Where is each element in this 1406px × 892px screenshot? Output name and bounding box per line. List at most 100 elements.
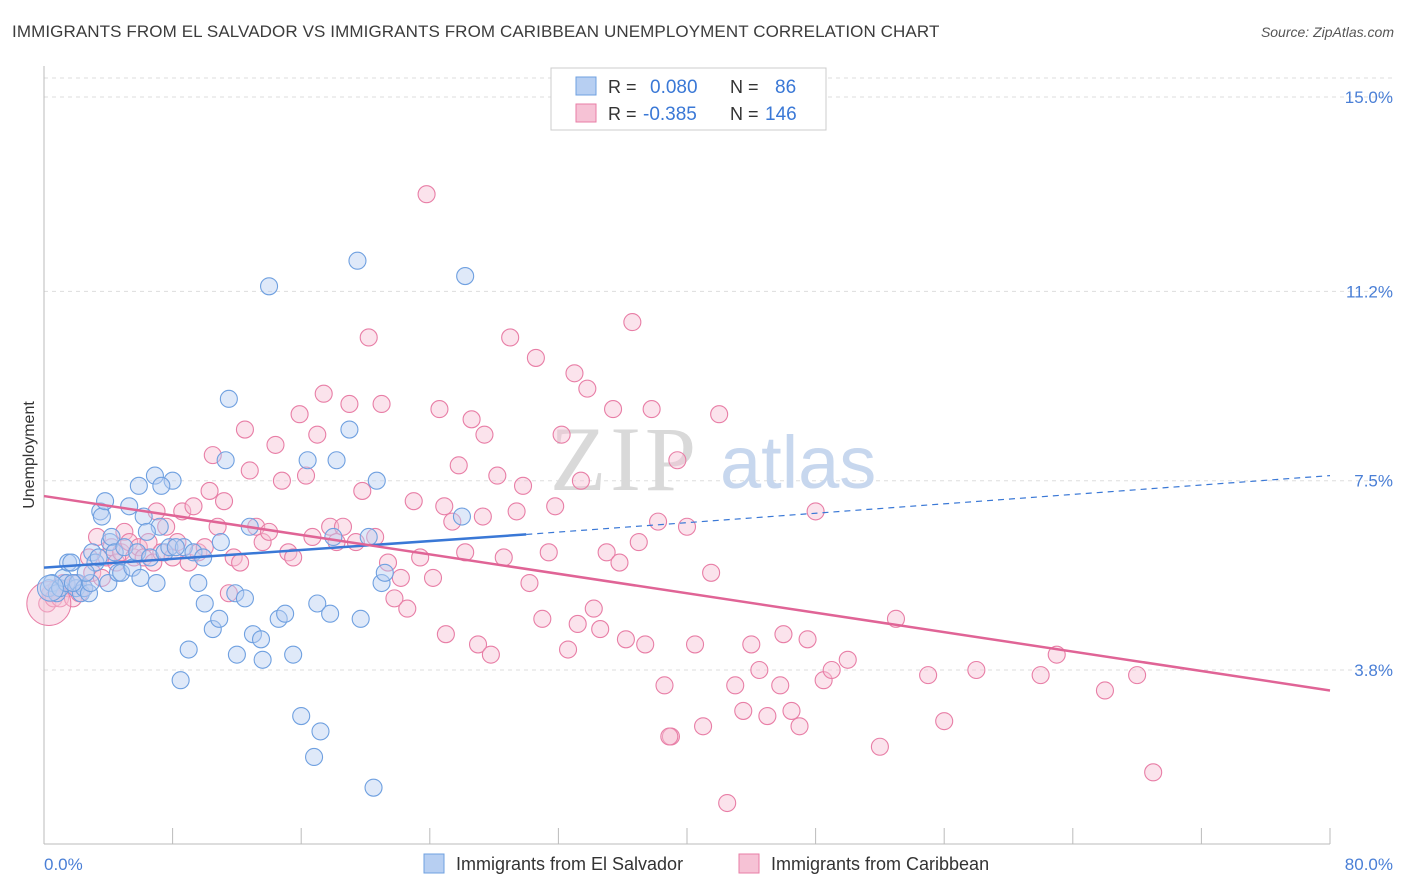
el-salvador-point: [147, 573, 166, 593]
caribbean-point: [642, 400, 661, 419]
el-salvador-point: [251, 630, 271, 649]
el-salvador-point: [120, 497, 139, 516]
caribbean-point: [636, 635, 655, 654]
legend: R = 0.080 N = 86 R = -0.385 N = 146: [550, 67, 827, 131]
caribbean-point: [308, 425, 327, 444]
caribbean-point: [272, 471, 291, 490]
caribbean-point: [568, 614, 587, 634]
trend-line-el-salvador: [43, 533, 527, 569]
el-salvador-point: [259, 277, 279, 296]
legend-n-value-1: 86: [775, 77, 796, 98]
el-salvador-point: [105, 543, 124, 562]
caribbean-point: [742, 635, 761, 654]
caribbean-point: [694, 717, 713, 736]
caribbean-point: [214, 492, 234, 511]
caribbean-point: [558, 640, 578, 659]
caribbean-point: [385, 589, 404, 608]
el-salvador-point: [227, 645, 246, 664]
caribbean-point: [623, 313, 642, 332]
el-salvador-point: [210, 609, 229, 628]
caribbean-point: [468, 635, 488, 654]
el-salvador-point: [327, 451, 346, 470]
caribbean-point: [782, 701, 801, 720]
legend-swatch-pink: [575, 103, 597, 123]
caribbean-point: [526, 348, 545, 367]
caribbean-point: [398, 599, 417, 618]
watermark: ZIP atlas: [550, 408, 876, 510]
caribbean-point: [919, 666, 938, 685]
y-axis-label: Unemployment: [21, 401, 38, 509]
caribbean-point: [552, 425, 571, 444]
caribbean-point: [578, 379, 597, 398]
caribbean-point: [677, 517, 697, 536]
caribbean-point: [266, 435, 285, 454]
el-salvador-point: [131, 568, 150, 587]
tick-labels: 3.8% 7.5% 11.2% 15.0% 0.0% 80.0%: [44, 88, 1393, 874]
el-salvador-point: [203, 620, 222, 639]
caribbean-point: [806, 502, 825, 521]
legend-n-label-2: N =: [730, 104, 759, 124]
caribbean-point: [734, 701, 753, 720]
bottom-legend-label-el-salvador: Immigrants from El Salvador: [456, 854, 683, 874]
caribbean-point: [507, 502, 526, 521]
caribbean-point: [870, 737, 889, 756]
caribbean-point: [235, 420, 254, 439]
chart-title: IMMIGRANTS FROM EL SALVADOR VS IMMIGRANT…: [12, 22, 940, 41]
el-salvador-point: [305, 747, 324, 767]
legend-n-label-1: N =: [730, 77, 759, 97]
caribbean-point: [359, 328, 378, 347]
el-salvador-point: [102, 527, 121, 547]
el-salvador-point: [308, 594, 327, 613]
trend-line-caribbean: [43, 494, 1331, 692]
caribbean-point: [702, 563, 721, 582]
grid-lines: [44, 77, 1392, 671]
caribbean-point: [473, 507, 492, 526]
el-salvador-point: [324, 527, 343, 547]
trend-lines: [43, 474, 1331, 692]
legend-r-label-1: R =: [608, 77, 637, 97]
el-salvador-point: [321, 604, 340, 623]
caribbean-point: [774, 625, 793, 644]
el-salvador-point: [89, 548, 108, 567]
watermark-zip: ZIP: [550, 408, 700, 510]
el-salvador-point: [163, 471, 182, 490]
el-salvador-point: [219, 389, 238, 408]
caribbean-point: [649, 512, 668, 531]
el-salvador-point: [160, 538, 179, 557]
caribbean-point: [616, 630, 635, 649]
caribbean-point: [967, 660, 986, 680]
caribbean-point: [533, 609, 552, 628]
el-salvador-point: [284, 645, 303, 664]
caribbean-point: [475, 425, 494, 444]
caribbean-point: [284, 548, 303, 567]
caribbean-point: [668, 451, 687, 470]
el-salvador-point: [189, 573, 208, 593]
caribbean-point: [157, 517, 176, 536]
caribbean-point: [1128, 666, 1147, 685]
caribbean-point: [481, 645, 500, 664]
caribbean-point: [584, 599, 603, 618]
el-salvador-point-large: [36, 574, 64, 602]
caribbean-point: [430, 400, 449, 419]
caribbean-point: [798, 630, 817, 649]
caribbean-point: [200, 481, 219, 500]
caribbean-point: [758, 706, 777, 726]
caribbean-point: [660, 727, 679, 746]
caribbean-point: [539, 543, 558, 562]
axes: [43, 66, 1331, 845]
legend-n-value-2: 146: [765, 104, 797, 125]
el-salvador-point: [62, 553, 81, 572]
y-tick-label: 11.2%: [1346, 282, 1393, 301]
bottom-legend-swatch-pink: [738, 853, 760, 874]
caribbean-point: [488, 466, 507, 485]
caribbean-point: [513, 476, 533, 495]
caribbean-point: [790, 717, 809, 736]
x-tick-label-end: 80.0%: [1345, 855, 1393, 874]
y-tick-label: 15.0%: [1345, 88, 1393, 107]
caribbean-point: [597, 543, 616, 562]
caribbean-point: [391, 568, 410, 587]
el-salvador-point: [195, 594, 214, 613]
x-tick-label-start: 0.0%: [44, 855, 83, 874]
caribbean-point: [546, 497, 565, 516]
